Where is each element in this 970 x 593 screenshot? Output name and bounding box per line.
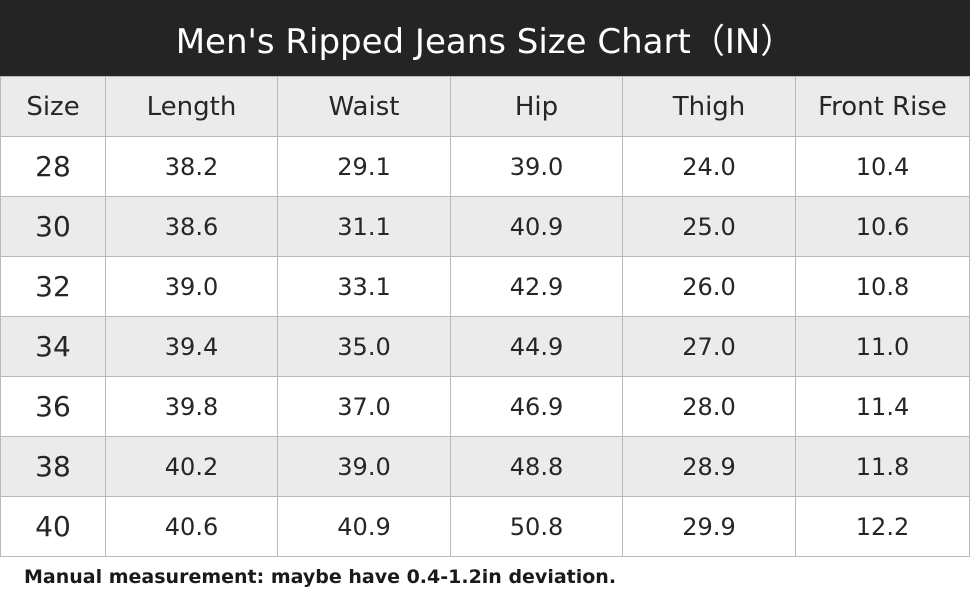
length-cell: 39.8: [105, 376, 278, 437]
table-row: 30 38.6 31.1 40.9 25.0 10.6: [0, 196, 970, 257]
table-row: 28 38.2 29.1 39.0 24.0 10.4: [0, 136, 970, 197]
hip-cell: 48.8: [450, 436, 623, 497]
waist-cell: 39.0: [277, 436, 451, 497]
length-cell: 40.6: [105, 496, 278, 557]
waist-cell: 31.1: [277, 196, 451, 257]
front-rise-cell: 10.6: [795, 196, 970, 257]
header-front-rise: Front Rise: [795, 76, 970, 137]
waist-cell: 33.1: [277, 256, 451, 317]
size-cell: 32: [0, 256, 106, 317]
hip-cell: 46.9: [450, 376, 623, 437]
size-cell: 34: [0, 316, 106, 377]
header-length: Length: [105, 76, 278, 137]
header-thigh: Thigh: [622, 76, 796, 137]
header-size: Size: [0, 76, 106, 137]
chart-title-bar: Men's Ripped Jeans Size Chart（IN）: [0, 0, 970, 76]
size-cell: 36: [0, 376, 106, 437]
table-row: 34 39.4 35.0 44.9 27.0 11.0: [0, 316, 970, 377]
length-cell: 39.0: [105, 256, 278, 317]
waist-cell: 37.0: [277, 376, 451, 437]
size-cell: 30: [0, 196, 106, 257]
length-cell: 39.4: [105, 316, 278, 377]
size-cell: 28: [0, 136, 106, 197]
front-rise-cell: 12.2: [795, 496, 970, 557]
thigh-cell: 28.0: [622, 376, 796, 437]
waist-cell: 29.1: [277, 136, 451, 197]
waist-cell: 35.0: [277, 316, 451, 377]
table-row: 38 40.2 39.0 48.8 28.9 11.8: [0, 436, 970, 497]
header-hip: Hip: [450, 76, 623, 137]
header-waist: Waist: [277, 76, 451, 137]
size-cell: 40: [0, 496, 106, 557]
thigh-cell: 27.0: [622, 316, 796, 377]
length-cell: 38.6: [105, 196, 278, 257]
hip-cell: 44.9: [450, 316, 623, 377]
waist-cell: 40.9: [277, 496, 451, 557]
hip-cell: 42.9: [450, 256, 623, 317]
hip-cell: 40.9: [450, 196, 623, 257]
table-row: 40 40.6 40.9 50.8 29.9 12.2: [0, 496, 970, 557]
front-rise-cell: 11.0: [795, 316, 970, 377]
front-rise-cell: 11.8: [795, 436, 970, 497]
length-cell: 40.2: [105, 436, 278, 497]
thigh-cell: 29.9: [622, 496, 796, 557]
size-table: Size Length Waist Hip Thigh Front Rise 2…: [0, 76, 970, 557]
measurement-note: Manual measurement: maybe have 0.4-1.2in…: [24, 566, 617, 588]
thigh-cell: 26.0: [622, 256, 796, 317]
hip-cell: 50.8: [450, 496, 623, 557]
table-row: 36 39.8 37.0 46.9 28.0 11.4: [0, 376, 970, 437]
thigh-cell: 28.9: [622, 436, 796, 497]
table-header-row: Size Length Waist Hip Thigh Front Rise: [0, 76, 970, 137]
chart-title: Men's Ripped Jeans Size Chart（IN）: [175, 21, 795, 62]
hip-cell: 39.0: [450, 136, 623, 197]
table-row: 32 39.0 33.1 42.9 26.0 10.8: [0, 256, 970, 317]
front-rise-cell: 10.8: [795, 256, 970, 317]
front-rise-cell: 10.4: [795, 136, 970, 197]
front-rise-cell: 11.4: [795, 376, 970, 437]
size-cell: 38: [0, 436, 106, 497]
length-cell: 38.2: [105, 136, 278, 197]
thigh-cell: 25.0: [622, 196, 796, 257]
thigh-cell: 24.0: [622, 136, 796, 197]
